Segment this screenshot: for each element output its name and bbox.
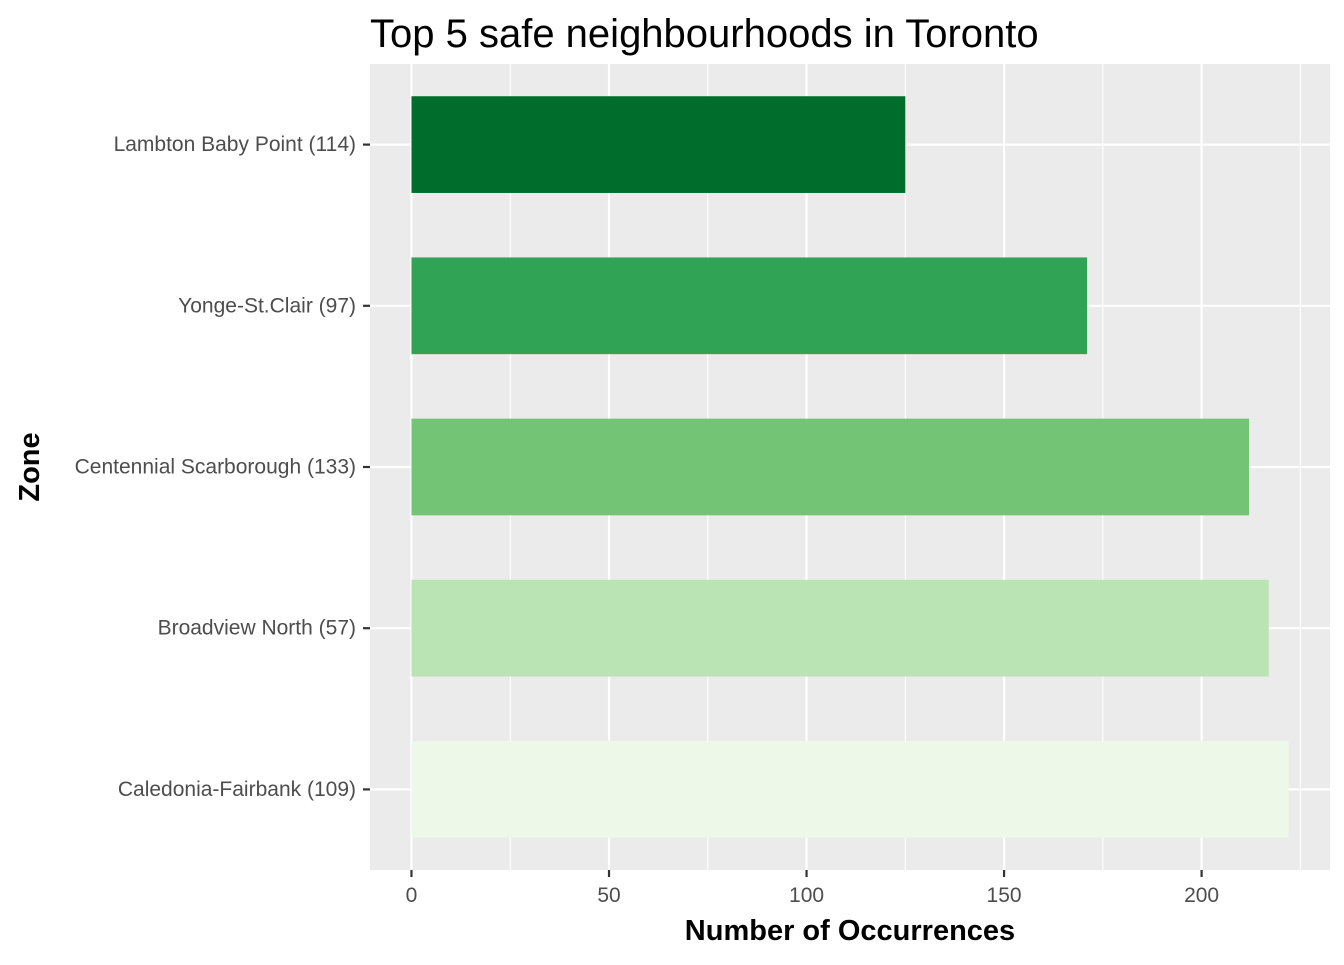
bar-5 — [411, 741, 1289, 838]
bar-3 — [411, 418, 1250, 516]
bar-2 — [411, 257, 1088, 355]
y-tick-label: Broadview North (57) — [158, 617, 356, 640]
y-tick-label: Centennial Scarborough (133) — [75, 456, 356, 479]
y-tick-label: Caledonia-Fairbank (109) — [118, 778, 356, 801]
x-axis: 0 50 100 150 200 — [406, 870, 1219, 907]
y-tick-label: Yonge-St.Clair (97) — [178, 294, 356, 317]
x-tick-label: 200 — [1184, 884, 1219, 907]
x-axis-title: Number of Occurrences — [685, 915, 1015, 947]
y-axis-title: Zone — [14, 432, 46, 501]
y-axis: Lambton Baby Point (114) Yonge-St.Clair (… — [75, 133, 370, 801]
bar-4 — [411, 579, 1269, 677]
x-tick-label: 50 — [597, 884, 620, 907]
y-tick-label: Lambton Baby Point (114) — [114, 133, 356, 156]
x-tick-label: 100 — [789, 884, 824, 907]
bars — [411, 96, 1289, 838]
x-tick-label: 150 — [987, 884, 1022, 907]
chart-title: Top 5 safe neighbourhoods in Toronto — [370, 12, 1039, 56]
bar-1 — [411, 96, 906, 193]
x-tick-label: 0 — [406, 884, 418, 907]
